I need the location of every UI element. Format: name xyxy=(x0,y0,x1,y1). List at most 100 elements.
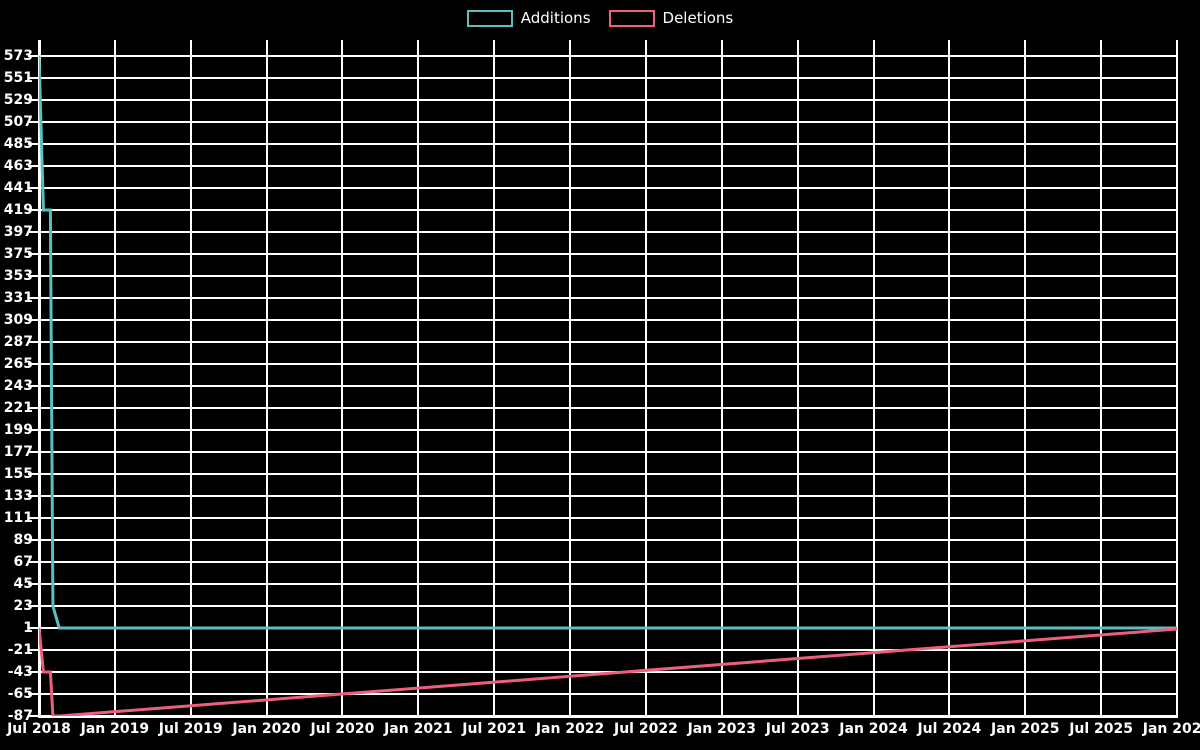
y-axis-tick-mark xyxy=(28,605,38,607)
gridline-vertical xyxy=(493,40,496,716)
x-axis-tick-label: Jan 2022 xyxy=(535,721,605,737)
gridline-horizontal xyxy=(39,715,1178,716)
gridline-horizontal xyxy=(39,187,1178,189)
gridline-horizontal xyxy=(39,77,1178,79)
gridline-horizontal xyxy=(39,165,1178,167)
gridline-vertical xyxy=(265,40,268,716)
y-axis-tick-mark xyxy=(28,495,38,497)
y-axis-tick-mark xyxy=(28,231,38,233)
x-axis-tick-label: Jan 2026 xyxy=(1142,721,1200,737)
gridline-vertical xyxy=(948,40,951,716)
gridline-vertical xyxy=(39,40,41,716)
gridline-horizontal xyxy=(39,209,1178,211)
gridline-horizontal xyxy=(39,341,1178,343)
y-axis-tick-label: 155 xyxy=(3,466,33,482)
legend-swatch-additions-icon xyxy=(466,9,513,27)
y-axis-tick-mark xyxy=(28,297,38,299)
y-axis-tick-label: -65 xyxy=(7,686,33,702)
series-layer xyxy=(39,55,1178,716)
gridline-horizontal xyxy=(39,561,1178,563)
gridline-vertical xyxy=(569,40,572,716)
gridline-horizontal xyxy=(39,275,1178,277)
plot-area xyxy=(39,40,1178,716)
gridline-horizontal xyxy=(39,693,1178,695)
y-axis-tick-label: 463 xyxy=(3,158,33,174)
gridline-horizontal xyxy=(39,495,1178,497)
x-axis-tick-label: Jul 2022 xyxy=(614,721,678,737)
gridline-horizontal xyxy=(39,99,1178,101)
y-axis-tick-mark xyxy=(28,407,38,409)
gridline-horizontal xyxy=(39,583,1178,585)
y-axis-tick-mark xyxy=(28,671,38,673)
y-axis-tick-mark xyxy=(28,517,38,519)
x-axis-tick-label: Jan 2020 xyxy=(232,721,301,737)
y-axis-tick-mark xyxy=(28,143,38,145)
y-axis-tick-mark xyxy=(28,319,38,321)
y-axis-tick-label: 529 xyxy=(3,92,33,108)
y-axis-tick-label: -21 xyxy=(7,642,33,658)
gridline-horizontal xyxy=(39,385,1178,387)
y-axis-tick-mark xyxy=(28,165,38,167)
y-axis-tick-label: 331 xyxy=(3,290,33,306)
gridline-vertical xyxy=(796,40,799,716)
y-axis-tick-label: 485 xyxy=(3,136,33,152)
y-axis-tick-mark xyxy=(28,209,38,211)
gridline-horizontal xyxy=(39,253,1178,255)
y-axis-tick-label: 133 xyxy=(3,488,33,504)
y-axis-tick-mark xyxy=(28,539,38,541)
y-axis-tick-mark xyxy=(28,693,38,695)
gridline-horizontal xyxy=(39,297,1178,299)
y-axis-tick-mark xyxy=(28,55,38,57)
legend-entry-deletions[interactable]: Deletions xyxy=(608,8,734,27)
x-axis-line xyxy=(39,716,1178,718)
y-axis-tick-mark xyxy=(28,583,38,585)
y-axis-tick-label: 265 xyxy=(3,356,33,372)
gridline-horizontal xyxy=(39,55,1178,57)
x-axis-tick-label: Jul 2025 xyxy=(1069,721,1134,737)
y-axis-tick-mark xyxy=(28,121,38,123)
gridline-vertical xyxy=(113,40,116,716)
y-axis-tick-label: 199 xyxy=(3,422,33,438)
legend-entry-additions[interactable]: Additions xyxy=(466,8,591,27)
y-axis-tick-label: 507 xyxy=(3,114,33,130)
y-axis-tick-mark xyxy=(28,275,38,277)
y-axis-tick-label: 441 xyxy=(3,180,33,196)
series-line-additions xyxy=(39,55,1177,630)
gridline-horizontal xyxy=(39,363,1178,365)
y-axis-tick-label: 573 xyxy=(3,48,33,64)
x-axis-tick-label: Jan 2021 xyxy=(384,721,453,737)
x-axis-tick-label: Jul 2021 xyxy=(462,721,527,737)
gridline-vertical xyxy=(417,40,420,716)
x-axis-tick-label: Jul 2024 xyxy=(917,721,982,737)
gridline-horizontal xyxy=(39,143,1178,145)
legend-swatch-deletions-icon xyxy=(608,9,655,27)
y-axis-tick-mark xyxy=(28,451,38,453)
gridline-horizontal xyxy=(39,649,1178,651)
series-line-deletions xyxy=(39,627,1178,716)
y-axis-tick-label: 551 xyxy=(3,70,33,86)
gridline-horizontal xyxy=(39,319,1178,321)
y-axis-tick-label: 23 xyxy=(13,598,33,614)
x-axis-tick-label: Jul 2023 xyxy=(765,721,830,737)
y-axis-tick-label: 111 xyxy=(3,510,33,526)
y-axis-tick-mark xyxy=(28,253,38,255)
y-axis-tick-label: 419 xyxy=(3,202,33,218)
gridline-horizontal xyxy=(39,473,1178,475)
y-axis-tick-label: 397 xyxy=(3,224,33,240)
x-axis-tick-label: Jan 2025 xyxy=(991,721,1060,737)
y-axis-tick-mark xyxy=(28,429,38,431)
y-axis-tick-label: 309 xyxy=(3,312,33,328)
legend-label-deletions: Deletions xyxy=(662,8,734,27)
y-axis-tick-mark xyxy=(28,385,38,387)
y-axis-tick-label: 177 xyxy=(3,444,33,460)
y-axis-tick-mark xyxy=(28,77,38,79)
gridline-vertical xyxy=(189,40,192,716)
legend-label-additions: Additions xyxy=(520,8,591,27)
y-axis-tick-mark xyxy=(28,627,38,629)
gridline-horizontal xyxy=(39,121,1178,123)
y-axis-tick-mark xyxy=(28,341,38,343)
y-axis-tick-mark xyxy=(28,649,38,651)
x-axis-tick-label: Jul 2018 xyxy=(7,721,71,737)
y-axis-tick-mark xyxy=(28,715,38,717)
gridline-vertical xyxy=(1176,40,1178,716)
